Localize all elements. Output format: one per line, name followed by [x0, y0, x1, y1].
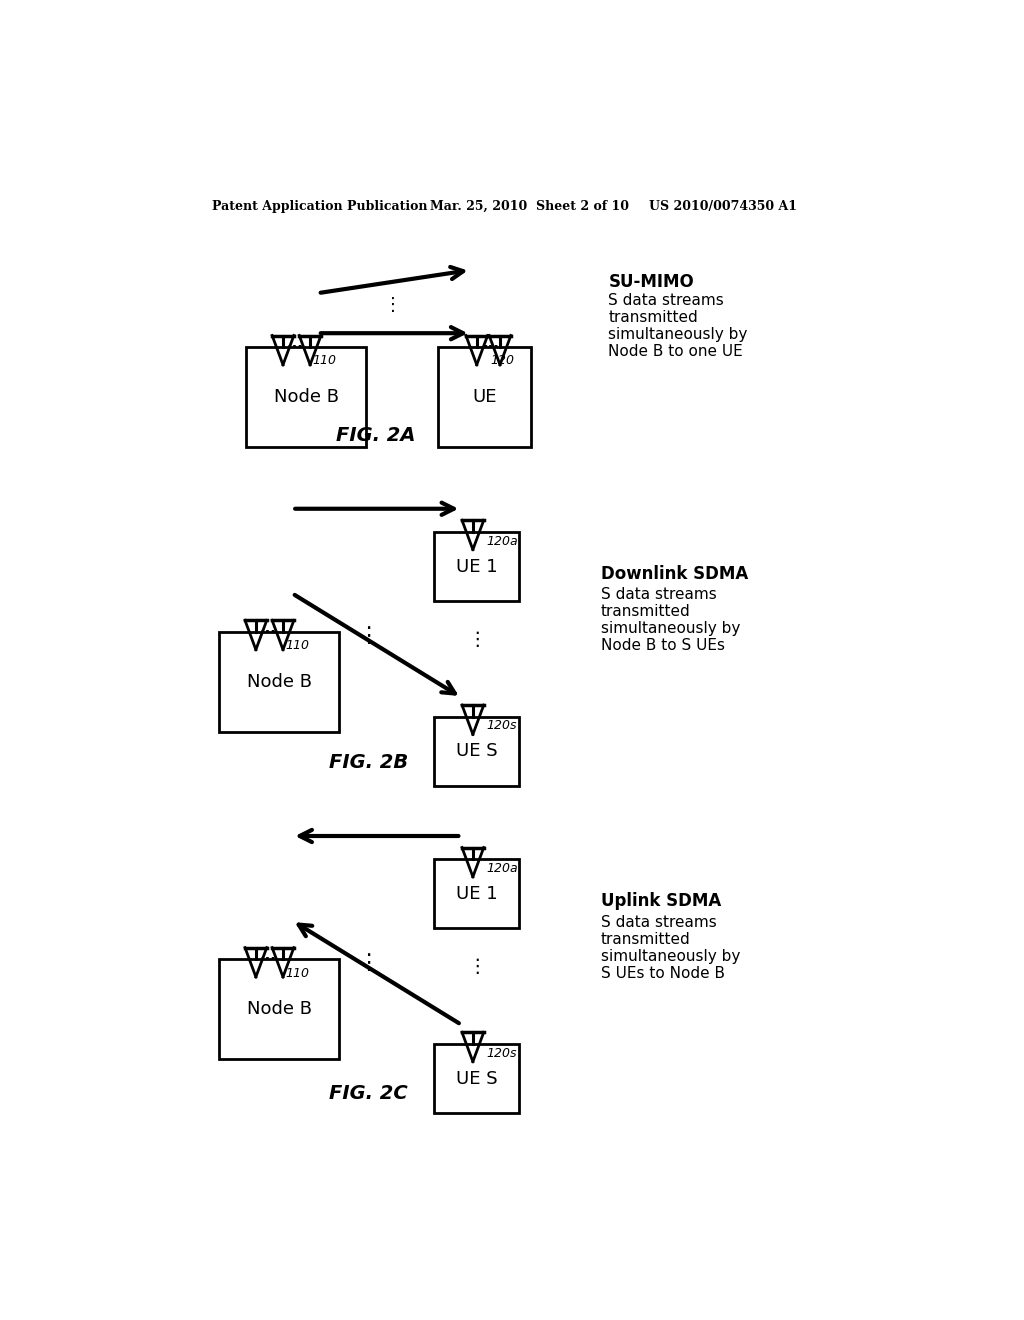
Text: UE 1: UE 1: [456, 557, 498, 576]
Text: ⋮: ⋮: [467, 957, 486, 977]
Text: 120s: 120s: [486, 719, 517, 733]
Text: S data streams: S data streams: [608, 293, 724, 309]
Text: S data streams: S data streams: [601, 587, 717, 602]
Text: SU-MIMO: SU-MIMO: [608, 273, 694, 290]
Text: simultaneously by: simultaneously by: [601, 949, 740, 964]
Text: Uplink SDMA: Uplink SDMA: [601, 892, 721, 911]
Text: transmitted: transmitted: [608, 310, 698, 325]
Text: 120: 120: [490, 354, 515, 367]
Bar: [438, 347, 531, 447]
Text: 120a: 120a: [486, 535, 518, 548]
Text: 120a: 120a: [486, 862, 518, 875]
Text: Downlink SDMA: Downlink SDMA: [601, 565, 748, 583]
Text: simultaneously by: simultaneously by: [601, 622, 740, 636]
Text: UE 1: UE 1: [456, 884, 498, 903]
Text: Node B: Node B: [273, 388, 339, 407]
Text: transmitted: transmitted: [601, 605, 690, 619]
Bar: [219, 960, 339, 1059]
Text: UE S: UE S: [456, 1069, 498, 1088]
Bar: [434, 717, 519, 785]
Text: Node B: Node B: [247, 673, 311, 690]
Text: 110: 110: [312, 354, 337, 367]
Text: UE S: UE S: [456, 742, 498, 760]
Text: Patent Application Publication: Patent Application Publication: [212, 199, 427, 213]
Text: ⋮: ⋮: [384, 296, 402, 314]
Text: ⋮: ⋮: [357, 953, 379, 973]
Text: Mar. 25, 2010  Sheet 2 of 10: Mar. 25, 2010 Sheet 2 of 10: [430, 199, 630, 213]
Text: ⋮: ⋮: [467, 630, 486, 649]
Text: S UEs to Node B: S UEs to Node B: [601, 965, 725, 981]
Text: FIG. 2A: FIG. 2A: [336, 426, 416, 445]
Text: FIG. 2C: FIG. 2C: [329, 1085, 408, 1104]
Text: ...: ...: [287, 335, 304, 351]
Text: ⋮: ⋮: [357, 626, 379, 645]
Text: S data streams: S data streams: [601, 915, 717, 929]
Text: simultaneously by: simultaneously by: [608, 327, 748, 342]
Text: ...: ...: [260, 948, 276, 962]
Bar: [219, 632, 339, 733]
Text: Node B: Node B: [247, 1001, 311, 1018]
Text: Node B to one UE: Node B to one UE: [608, 345, 743, 359]
Bar: [434, 532, 519, 601]
Text: ...: ...: [260, 620, 276, 636]
Text: FIG. 2B: FIG. 2B: [329, 754, 408, 772]
Bar: [246, 347, 367, 447]
Text: ...: ...: [482, 335, 499, 351]
Text: transmitted: transmitted: [601, 932, 690, 946]
Text: 110: 110: [286, 966, 309, 979]
Text: US 2010/0074350 A1: US 2010/0074350 A1: [649, 199, 797, 213]
Text: 120s: 120s: [486, 1047, 517, 1060]
Bar: [434, 1044, 519, 1113]
Text: UE: UE: [472, 388, 497, 407]
Bar: [434, 859, 519, 928]
Text: 110: 110: [286, 639, 309, 652]
Text: Node B to S UEs: Node B to S UEs: [601, 639, 725, 653]
